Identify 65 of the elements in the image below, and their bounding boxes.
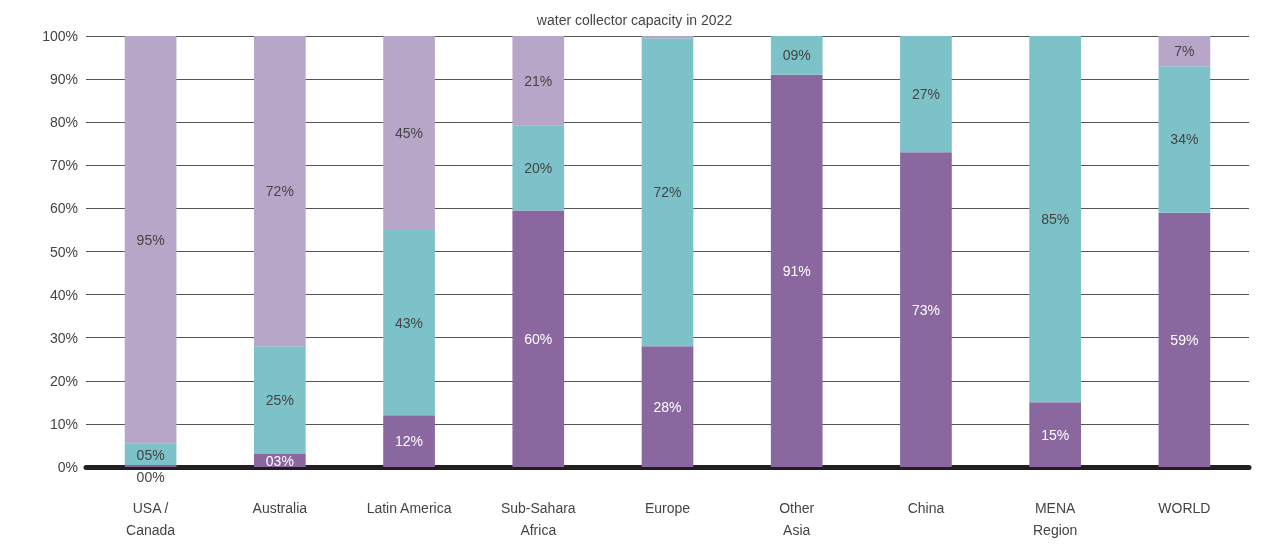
bar <box>124 36 177 444</box>
bar <box>1158 212 1211 467</box>
bar <box>900 36 952 153</box>
x-tick-label: Sub-Sahara Africa <box>500 500 576 538</box>
data-label: 27% <box>911 86 940 103</box>
bar <box>512 125 565 211</box>
data-label: 15% <box>1041 426 1070 443</box>
data-label: 09% <box>782 47 811 64</box>
y-tick-label: 70% <box>49 157 78 174</box>
y-tick-label: 20% <box>49 372 78 389</box>
chart-title: water collector capacity in 2022 <box>535 12 733 28</box>
bar <box>770 36 823 75</box>
data-label: 28% <box>653 398 682 415</box>
bar <box>900 152 952 467</box>
y-tick-label: 100% <box>42 28 78 44</box>
data-label: 21% <box>524 72 553 89</box>
bar <box>1158 36 1211 67</box>
y-tick-label: 90% <box>49 71 78 88</box>
bar <box>641 36 694 39</box>
y-tick-label: 10% <box>49 415 78 432</box>
x-tick-label: Europe <box>644 500 691 516</box>
data-label: 12% <box>395 433 424 450</box>
data-label: 25% <box>265 392 294 409</box>
data-label: 43% <box>395 314 424 331</box>
bar <box>512 210 565 467</box>
bar <box>383 229 435 416</box>
data-label: 85% <box>1041 211 1070 228</box>
bar <box>383 36 435 230</box>
y-tick-label: 60% <box>49 200 78 217</box>
data-label: 7% <box>1174 43 1195 60</box>
data-label: 59% <box>1170 331 1199 348</box>
data-label: 03% <box>265 452 294 469</box>
data-label: 95% <box>136 231 165 248</box>
bar <box>641 346 694 467</box>
y-tick-label: 30% <box>49 329 78 346</box>
y-tick-label: 50% <box>49 243 78 260</box>
bar <box>1029 36 1082 403</box>
data-label: 72% <box>265 183 294 200</box>
bar <box>641 38 694 347</box>
x-tick-label: MENA Region <box>1032 500 1078 538</box>
x-tick-label: Latin America <box>366 500 452 516</box>
bar <box>770 74 823 467</box>
x-tick-label: USA / Canada <box>126 500 176 538</box>
data-label: 45% <box>395 124 424 141</box>
bar <box>1029 402 1082 467</box>
x-tick-label: Australia <box>252 500 308 516</box>
data-label: 72% <box>653 184 682 201</box>
bar <box>1158 66 1211 213</box>
bar <box>383 415 435 467</box>
data-label: 05% <box>136 446 165 463</box>
data-label: 00% <box>136 469 165 485</box>
bar <box>253 346 306 455</box>
data-label: 20% <box>524 159 553 176</box>
y-tick-label: 80% <box>49 114 78 131</box>
data-label: 91% <box>782 262 811 279</box>
data-label: 34% <box>1170 131 1199 148</box>
bar <box>512 36 565 126</box>
x-tick-label: WORLD <box>1158 500 1211 516</box>
x-tick-label: China <box>907 500 945 516</box>
data-label: 73% <box>911 301 940 318</box>
data-label: 60% <box>524 330 553 347</box>
x-tick-label: Other Asia <box>779 500 815 538</box>
y-tick-label: 0% <box>57 459 78 475</box>
bar <box>253 36 306 347</box>
y-tick-label: 40% <box>49 286 78 303</box>
